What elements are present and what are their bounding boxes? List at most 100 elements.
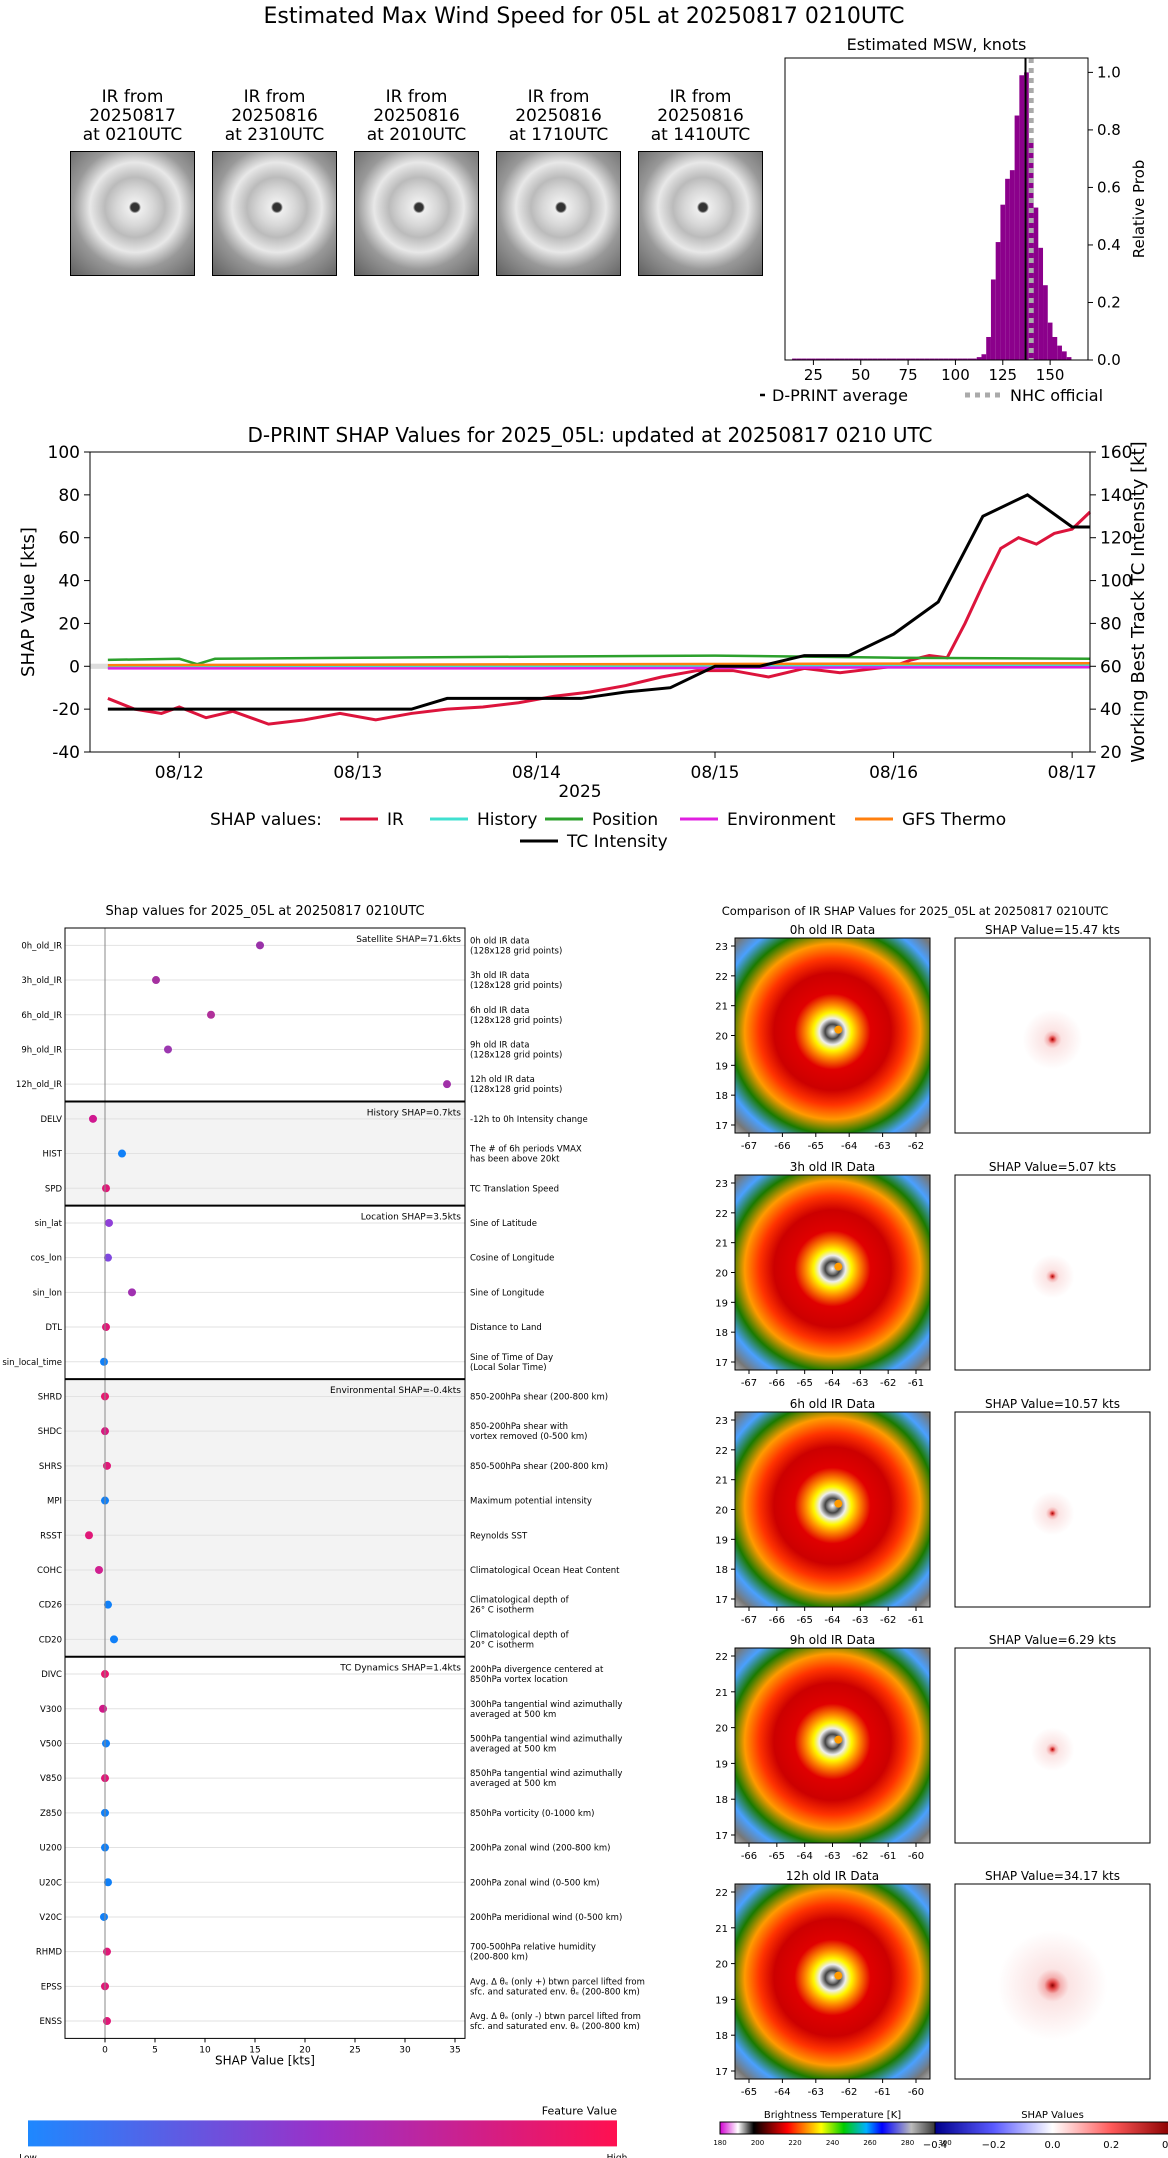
histogram-bar (1047, 322, 1053, 360)
histogram-bar (1052, 336, 1058, 360)
shap-panel-title: SHAP Value=34.17 kts (985, 1869, 1120, 1883)
histogram-bar (825, 358, 830, 360)
histogram-bar (896, 358, 901, 360)
feature-name: V850 (40, 1774, 62, 1784)
x-tick-label: -61 (880, 1851, 896, 1862)
histogram-bar (953, 358, 958, 360)
histogram-bar (829, 358, 835, 360)
histogram-bar (811, 358, 816, 360)
bt-tick-label: 260 (863, 2139, 876, 2147)
histogram-bar (967, 358, 973, 360)
feature-name: MPI (47, 1497, 62, 1507)
x-tick-label: -62 (880, 1378, 896, 1389)
ir-thumbnail-caption-line: at 1410UTC (650, 125, 751, 145)
feature-shap-point (95, 1565, 103, 1574)
eye-marker (834, 1025, 843, 1034)
feature-description: Avg. Δ θₑ (only -) btwn parcel lifted fr… (470, 2012, 641, 2022)
colorbar-low-label: Low (19, 2153, 37, 2158)
feature-description: 500hPa tangential wind azimuthally (470, 1734, 622, 1744)
y-tick-label: 20 (58, 614, 80, 634)
feature-description: (128x128 grid points) (470, 946, 562, 956)
x-tick-label: 30 (399, 2045, 411, 2055)
feature-description: 300hPa tangential wind azimuthally (470, 1700, 622, 1710)
y-tick-label: 18 (715, 1795, 728, 1806)
histogram-bar (924, 358, 930, 360)
x-tick-label: -60 (908, 2087, 924, 2098)
feature-description: Cosine of Longitude (470, 1254, 554, 1264)
feature-shap-point (85, 1531, 93, 1540)
bt-tick-label: 220 (788, 2139, 801, 2147)
y-tick-label: 21 (715, 1688, 728, 1699)
feature-name: sin_lon (33, 1288, 62, 1298)
histogram-bar (1038, 247, 1044, 360)
feature-name: 6h_old_IR (21, 1011, 62, 1021)
y2-tick-label: 140 (1100, 486, 1132, 506)
y2-tick-label: 80 (1100, 614, 1122, 634)
feature-name: V20C (39, 1913, 62, 1923)
x-tick-label: -66 (769, 1615, 785, 1626)
ir-thumbnail-caption-line: IR from (385, 87, 448, 107)
histogram-bar (815, 358, 821, 360)
eye-marker (834, 1735, 843, 1744)
y-tick-label: 19 (715, 1298, 728, 1309)
histogram-bar (972, 358, 977, 360)
x-tick-label: -62 (841, 2087, 857, 2098)
shap-panel-title: SHAP Value=5.07 kts (989, 1160, 1116, 1174)
bt-colorbar (719, 2121, 946, 2135)
y-tick-label: 0 (69, 657, 80, 677)
histogram-bar (1019, 75, 1025, 360)
feature-name: SHRS (39, 1462, 62, 1472)
x-tick-label: -65 (796, 1378, 812, 1389)
feature-description: (128x128 grid points) (470, 1016, 562, 1026)
feature-description: 200hPa zonal wind (200-800 km) (470, 1844, 610, 1854)
x-tick-label: -64 (824, 1615, 840, 1626)
shap-panel-title: SHAP Value=15.47 kts (985, 923, 1120, 937)
feature-description: 26° C isotherm (470, 1606, 534, 1616)
feature-description: Sine of Time of Day (470, 1353, 553, 1363)
x-tick-label: 08/17 (1048, 763, 1097, 783)
ir-data-image (734, 937, 931, 1134)
y-tick-label: 22 (715, 1446, 728, 1457)
timeseries-title: D-PRINT SHAP Values for 2025_05L: update… (247, 423, 932, 447)
feature-name: RSST (40, 1531, 63, 1541)
ir-data-image (734, 1647, 931, 1844)
histogram-bar (853, 358, 859, 360)
feature-description: 850-200hPa shear with (470, 1422, 568, 1432)
group-shade (65, 1379, 465, 1657)
sv-tick-label: −0.4 (923, 2140, 947, 2151)
feature-description: (128x128 grid points) (470, 1050, 562, 1060)
y-tick-label: 19 (715, 1759, 728, 1770)
feature-shap-point (152, 976, 160, 985)
y-tick-label: 17 (715, 1831, 728, 1842)
ir-panel-title: 6h old IR Data (790, 1397, 876, 1411)
feature-description: 20° C isotherm (470, 1640, 534, 1650)
feature-description: sfc. and saturated env. θₑ (200-800 km) (470, 1987, 640, 1997)
ir-thumbnail-caption-line: at 1710UTC (508, 125, 609, 145)
histogram-bar (1005, 178, 1010, 360)
y-tick-label: 19 (715, 1061, 728, 1072)
x-tick-label: 100 (941, 366, 970, 384)
feature-name: SPD (45, 1184, 63, 1194)
histogram-bar (938, 358, 944, 360)
x-tick-label: 08/16 (869, 763, 918, 783)
y-tick-label: 17 (715, 1121, 728, 1132)
feature-chart-title: Shap values for 2025_05L at 20250817 021… (105, 904, 424, 919)
y-tick-label: 23 (715, 1416, 728, 1427)
x-tick-label: -64 (774, 2087, 790, 2098)
x-tick-label: 5 (152, 2045, 158, 2055)
feature-description: averaged at 500 km (470, 1744, 556, 1754)
y-tick-label: 0.8 (1097, 121, 1121, 139)
y-tick-label: 18 (715, 2031, 728, 2042)
colorbar-title: Feature Value (542, 2104, 618, 2117)
feature-shap-point (103, 1947, 111, 1956)
y-tick-label: 1.0 (1097, 63, 1121, 81)
y2-tick-label: 40 (1100, 700, 1122, 720)
feature-name: HIST (43, 1150, 63, 1160)
shap-panel-title: SHAP Value=10.57 kts (985, 1397, 1120, 1411)
feature-shap-point (164, 1045, 172, 1054)
y2-tick-label: 20 (1100, 743, 1122, 763)
feature-description: 0h old IR data (470, 936, 529, 946)
histogram-bar (1014, 115, 1020, 361)
feature-description: -12h to 0h Intensity change (470, 1115, 588, 1125)
ir-thumbnail-caption-line: at 2310UTC (224, 125, 325, 145)
